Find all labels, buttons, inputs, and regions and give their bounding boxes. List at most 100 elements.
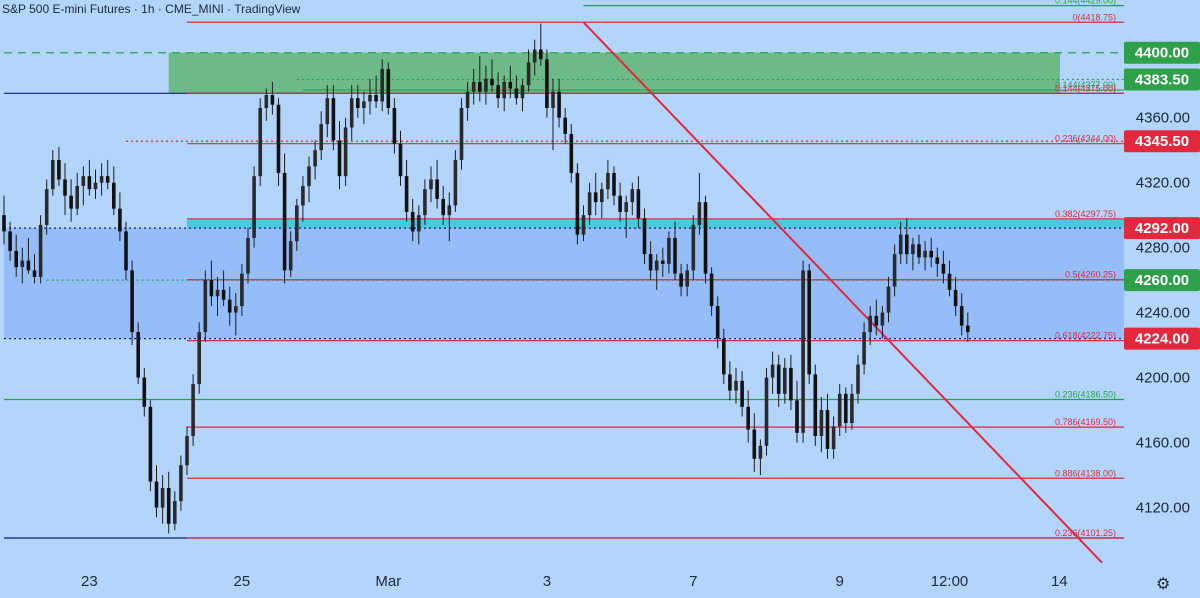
candle-body: [966, 325, 970, 333]
candle-body: [57, 159, 61, 180]
candle-body: [203, 280, 208, 333]
candle-body: [837, 393, 842, 427]
candle-body: [898, 234, 903, 255]
candle-body: [417, 215, 421, 232]
candle-body: [935, 257, 940, 264]
support-zone: [4, 228, 1124, 339]
candle-body: [380, 68, 384, 102]
candle-body: [118, 208, 122, 232]
y-tick-label: 4360.00: [1136, 110, 1190, 127]
candle-body: [532, 49, 537, 63]
candle-body: [179, 465, 183, 502]
x-tick-label: Mar: [375, 573, 401, 590]
candle-body: [356, 98, 360, 108]
candle-body: [496, 85, 500, 99]
candle-body: [642, 218, 647, 255]
candle-body: [600, 189, 604, 203]
candle-body: [465, 91, 470, 108]
candle-body: [99, 176, 104, 183]
candle-body: [905, 234, 909, 255]
candle-body: [575, 172, 580, 235]
candle-body: [478, 81, 482, 92]
fib-level-label: 0.144(4429.00): [1055, 0, 1116, 6]
candle-body: [667, 237, 671, 264]
candle-body: [581, 215, 586, 235]
candle-body: [51, 159, 55, 190]
x-tick-label: 7: [689, 573, 697, 590]
fib-level-label: 0.236(4101.25): [1055, 528, 1116, 538]
candle-body: [740, 380, 744, 407]
x-tick-label: 25: [234, 573, 251, 590]
candle-body: [185, 436, 189, 466]
candle-body: [612, 172, 616, 196]
chart-header-title: S&P 500 E-mini Futures · 1h · CME_MINI ·…: [2, 2, 301, 16]
candle-body: [551, 91, 555, 108]
candle-body: [490, 78, 494, 86]
candle-body: [105, 176, 110, 183]
candle-body: [38, 224, 43, 277]
candle-body: [526, 62, 531, 86]
candle-body: [801, 270, 805, 433]
candle-body: [246, 237, 250, 274]
candle-body: [386, 68, 391, 108]
candle-body: [337, 140, 342, 177]
candle-body: [429, 179, 433, 190]
candle-body: [746, 406, 750, 430]
candle-body: [221, 289, 226, 300]
candle-body: [892, 254, 897, 287]
price-axis-panel: [1124, 0, 1200, 598]
candle-body: [368, 94, 372, 102]
candle-body: [587, 192, 592, 216]
candle-body: [722, 338, 726, 375]
candle-body: [362, 101, 366, 108]
candle-body: [783, 367, 787, 394]
candle-body: [795, 400, 799, 433]
candle-body: [295, 205, 299, 242]
candle-body: [93, 182, 98, 190]
candle-body: [197, 332, 201, 385]
candle-body: [215, 289, 220, 297]
x-tick-label: 12:00: [931, 573, 969, 590]
candle-body: [917, 244, 921, 258]
candle-body: [691, 224, 696, 271]
candle-body: [636, 189, 641, 219]
price-tag-label: 4383.50: [1135, 72, 1189, 89]
candle-body: [398, 143, 403, 177]
resistance-zone: [168, 52, 1060, 94]
candle-body: [374, 94, 378, 102]
candle-body: [410, 211, 415, 232]
candle-body: [130, 270, 134, 333]
candle-body: [325, 98, 330, 125]
candle-body: [661, 260, 665, 264]
price-tag-bg: [1124, 130, 1200, 153]
candle-body: [142, 377, 147, 407]
candle-body: [2, 215, 6, 232]
candle-body: [715, 306, 720, 339]
candle-body: [508, 81, 513, 89]
candle-body: [392, 107, 397, 144]
candle-body: [160, 488, 165, 508]
candle-body: [563, 117, 567, 134]
candle-body: [459, 107, 464, 160]
candle-body: [728, 374, 732, 391]
candle-body: [331, 98, 336, 141]
candle-body: [87, 176, 92, 190]
price-tag-label: 4224.00: [1135, 331, 1189, 348]
candle-body: [423, 189, 427, 216]
candle-body: [441, 198, 445, 216]
candle-body: [618, 195, 622, 212]
gear-icon[interactable]: ⚙: [1156, 576, 1171, 593]
candle-body: [270, 94, 275, 105]
candle-body: [709, 273, 714, 307]
fib-level-label: 0.144(4377.00): [1055, 80, 1116, 90]
candle-body: [75, 185, 79, 209]
x-tick-label: 9: [836, 573, 844, 590]
candle-body: [148, 406, 153, 482]
fib-level-label: 0.382(4297.75): [1055, 209, 1116, 219]
candle-body: [825, 410, 830, 450]
candle-body: [819, 410, 824, 437]
candle-body: [606, 172, 610, 190]
candle-body: [844, 393, 848, 424]
candle-body: [654, 260, 659, 271]
